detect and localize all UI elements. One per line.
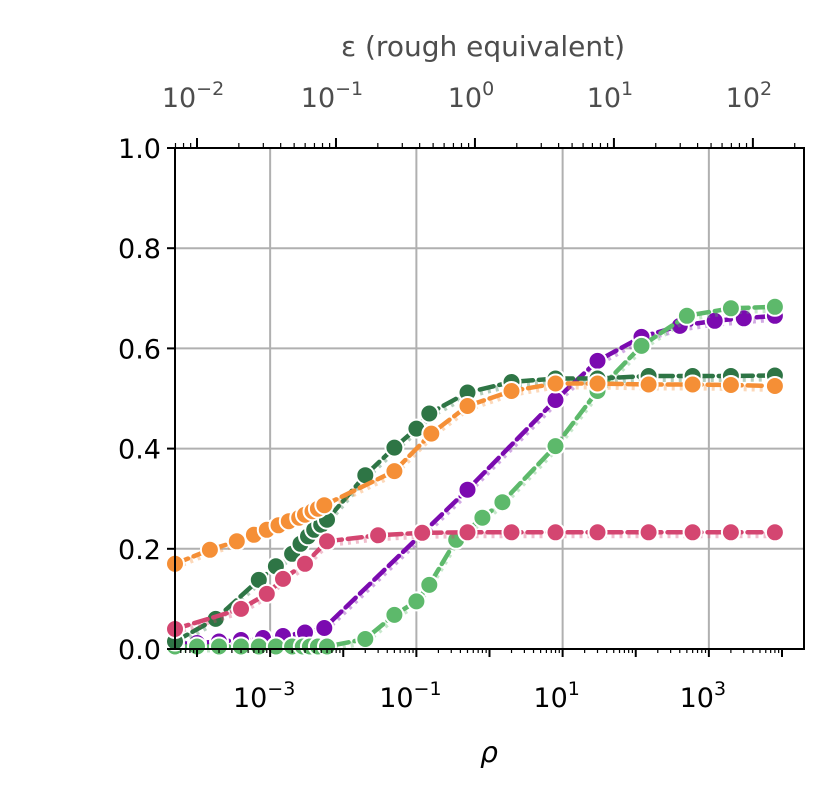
series-0-point (314, 618, 335, 638)
series-3-point (421, 423, 442, 444)
x-axis-label: ρ (480, 736, 498, 769)
series-3-point (457, 396, 478, 416)
series-1-point (355, 629, 376, 649)
x-tick-label: 10−1 (379, 678, 441, 714)
series-1-point (419, 574, 440, 595)
y-tick-label: 1.0 (118, 134, 161, 165)
series-3-point (199, 539, 220, 560)
series-4-point (273, 568, 293, 589)
series-3-point (682, 374, 703, 395)
series-4-point (720, 522, 741, 543)
series-4-point (457, 522, 478, 543)
series-4-point (587, 522, 608, 543)
series-0-point (545, 390, 566, 410)
series-0-point (457, 479, 478, 500)
top-tick-label: 10−1 (301, 78, 363, 114)
top-tick-label: 102 (726, 78, 772, 114)
series-4-shadow-line (174, 532, 775, 635)
series-4-point (764, 522, 785, 543)
series-1-point (492, 492, 513, 513)
series-4-point (545, 522, 566, 543)
series-3-point (314, 495, 335, 516)
series-1-point (676, 305, 697, 326)
series-3-point (384, 461, 405, 482)
series-4-point (295, 553, 315, 574)
series-3-point (545, 373, 566, 394)
series-1-point (472, 507, 493, 528)
series-3-point (720, 375, 741, 395)
series-3-point (764, 376, 785, 396)
top-tick-label: 10−2 (162, 78, 224, 114)
series-4-point (317, 531, 337, 552)
series-4-point (231, 598, 251, 619)
series-1-point (209, 636, 229, 657)
y-tick-label: 0.2 (118, 535, 161, 566)
x-tick-label: 101 (533, 678, 579, 714)
series-3-point (638, 374, 659, 395)
top-tick-label: 100 (448, 78, 494, 114)
x-tick-label: 103 (680, 678, 726, 714)
series-4-point (682, 522, 703, 543)
series-layer (165, 296, 785, 657)
series-3-point (587, 373, 608, 394)
x-tick-label: 10−3 (233, 678, 295, 714)
y-tick-label: 0.6 (118, 334, 161, 365)
series-2-line (172, 373, 778, 644)
series-4-point (501, 522, 522, 543)
series-4-point (256, 583, 277, 604)
series-1-point (631, 335, 652, 356)
series-1-point (720, 298, 741, 319)
top-axis-label: ε (rough equivalent) (341, 30, 625, 63)
series-0-line (172, 313, 778, 647)
series-1-point (764, 296, 785, 317)
series-4-point (368, 525, 389, 546)
top-tick-label: 101 (587, 78, 633, 114)
y-tick-label: 0.0 (118, 635, 161, 666)
y-tick-label: 0.4 (118, 435, 161, 466)
series-1-point (545, 436, 566, 457)
axes: 10−3 10−1 101 103 0.0 0.2 0.4 0.6 0.8 1.010−2 10−1… (118, 78, 796, 714)
series-3-point (226, 531, 247, 552)
y-tick-label: 0.8 (118, 234, 161, 265)
series-2-point (419, 403, 440, 424)
series-3-point (501, 381, 522, 401)
series-4-line (172, 530, 778, 632)
series-2-point (384, 437, 405, 458)
series-4-point (638, 522, 659, 543)
series-4-point (412, 522, 433, 543)
series-1-point (406, 591, 427, 612)
series-0-point (587, 350, 608, 371)
series-1-point (384, 604, 405, 625)
